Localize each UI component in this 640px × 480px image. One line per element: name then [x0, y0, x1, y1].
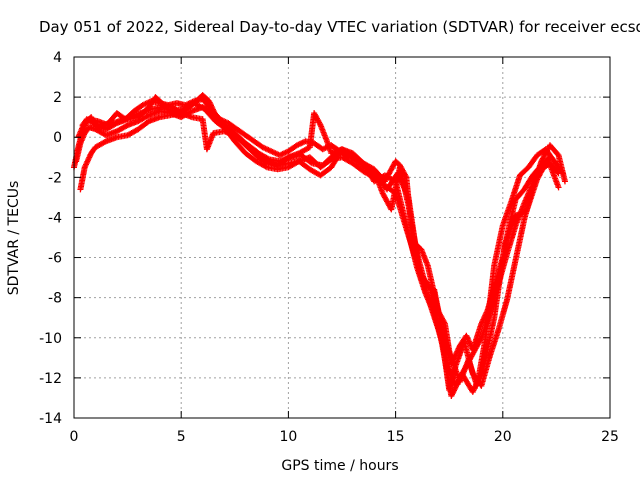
x-tick-label: 5	[177, 429, 186, 445]
y-tick-label: -12	[39, 371, 62, 387]
data-point	[307, 159, 314, 166]
x-tick-label: 20	[494, 429, 512, 445]
plot-frame	[73, 56, 611, 419]
y-tick-label: -6	[48, 251, 62, 267]
x-tick-label: 10	[279, 429, 297, 445]
y-tick-label: -10	[39, 331, 62, 347]
data-point	[144, 112, 151, 119]
data-point	[555, 184, 562, 191]
data-point	[426, 283, 433, 290]
x-axis-label: GPS time / hours	[281, 458, 398, 474]
data-point	[559, 170, 566, 177]
data-point	[101, 138, 108, 145]
data-point	[561, 178, 568, 185]
y-tick-label: 4	[53, 50, 62, 66]
data-point	[123, 122, 130, 129]
data-point	[264, 155, 271, 162]
data-points	[71, 92, 568, 399]
x-tick-label: 25	[601, 429, 619, 445]
y-tick-label: -4	[48, 210, 62, 226]
y-axis-label: SDTVAR / TECUs	[6, 181, 22, 296]
data-point	[441, 319, 448, 326]
y-tick-label: 0	[53, 130, 62, 146]
axis-ticks: -14 -12 -10 -8 -6 -4 -2 0 2 4 0 5 10 15 20 25	[39, 50, 619, 445]
data-point	[262, 159, 269, 166]
x-tick-label: 0	[70, 429, 79, 445]
y-tick-label: 2	[53, 90, 62, 106]
chart-title: Day 051 of 2022, Sidereal Day-to-day VTE…	[39, 18, 640, 36]
y-tick-label: -14	[39, 411, 62, 427]
data-point	[316, 120, 323, 127]
y-tick-label: -8	[48, 291, 62, 307]
y-tick-label: -2	[48, 170, 62, 186]
data-point	[558, 169, 565, 176]
x-tick-label: 15	[387, 429, 405, 445]
